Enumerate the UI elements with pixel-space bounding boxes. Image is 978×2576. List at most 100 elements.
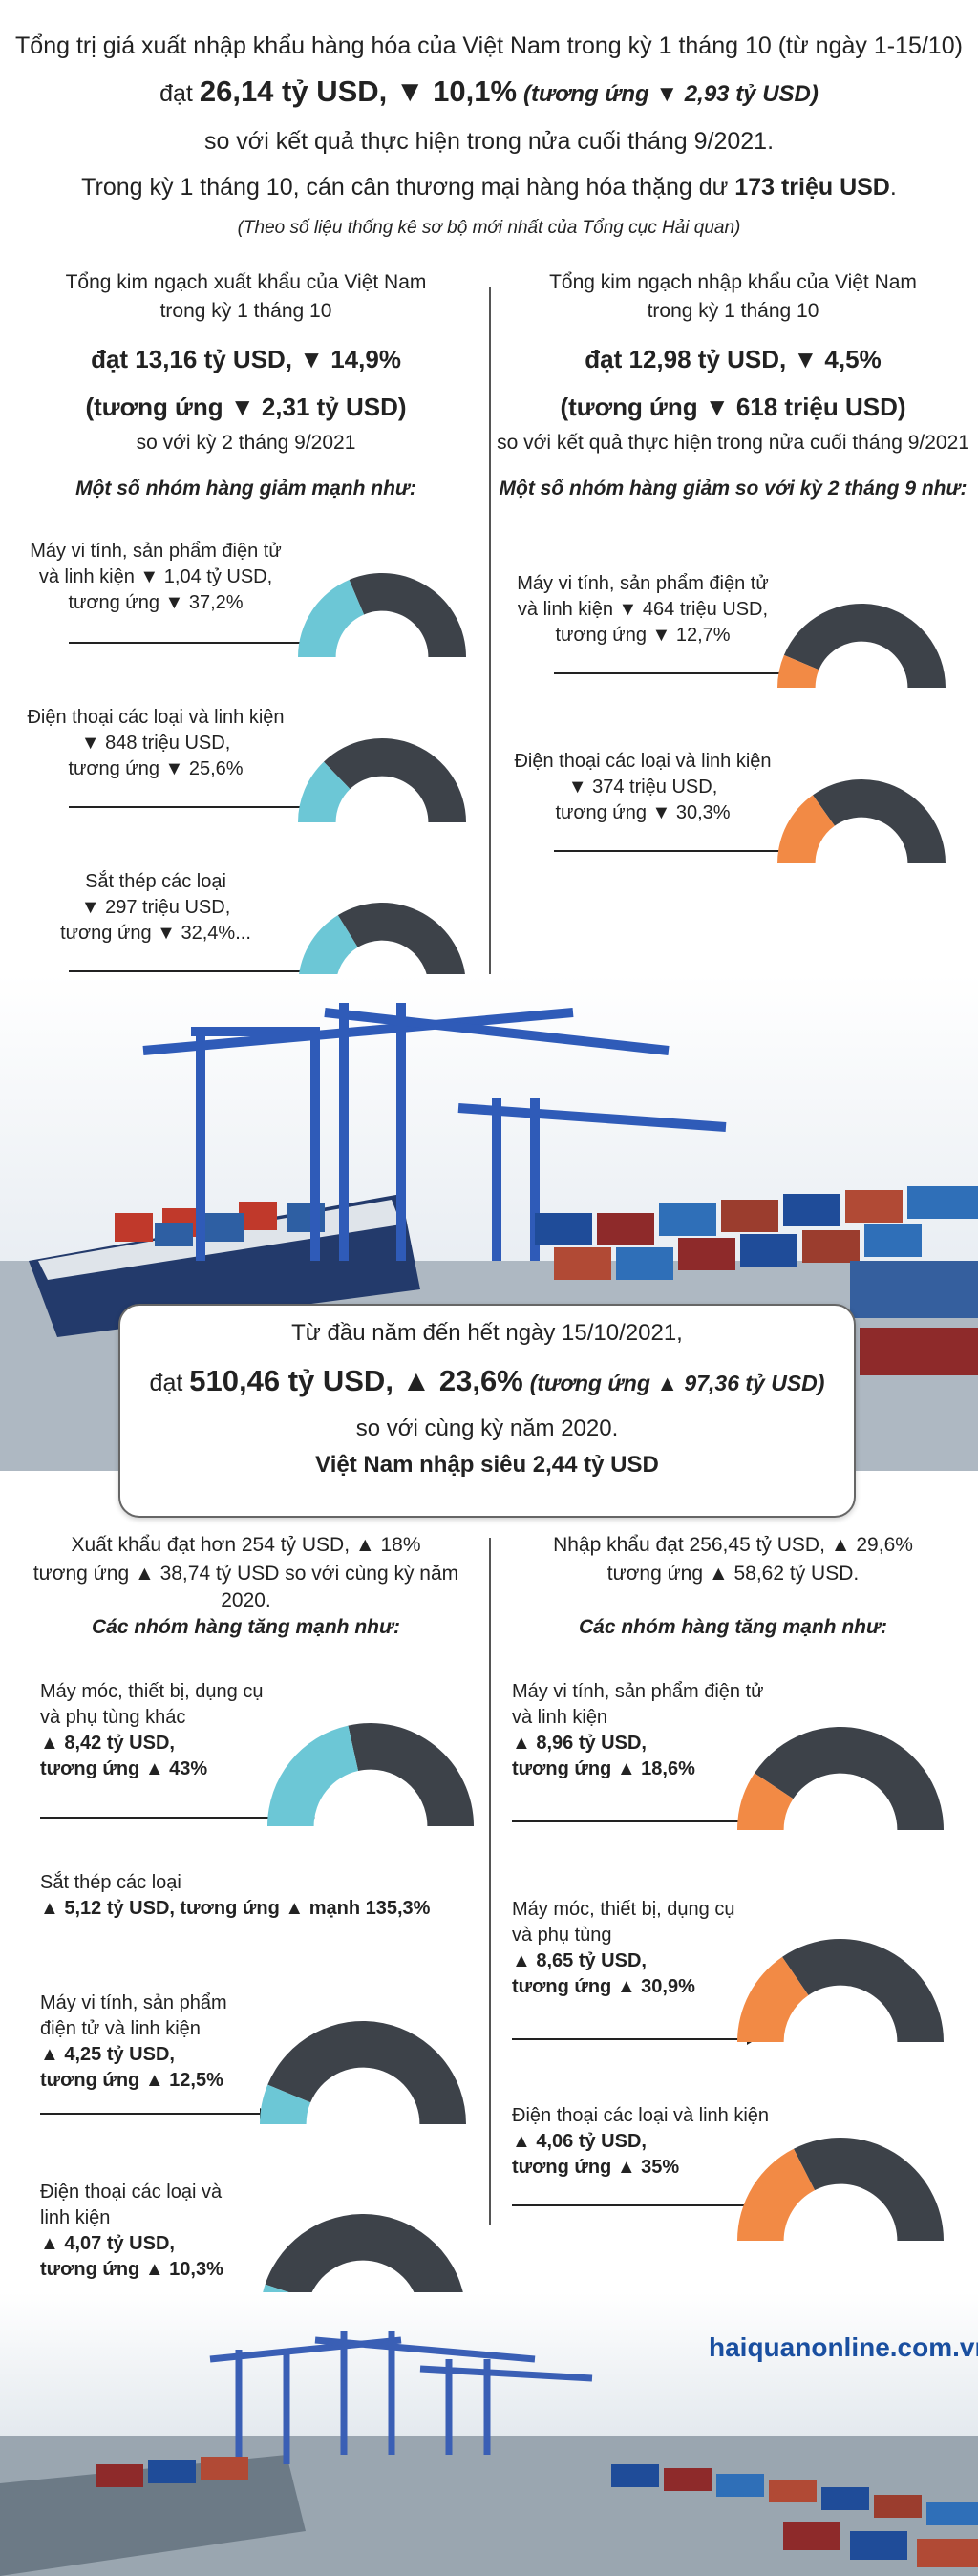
footer-port-illustration bbox=[0, 2292, 978, 2576]
gauge-value-segment bbox=[298, 915, 358, 987]
ytd-line3: so với cùng kỳ năm 2020. bbox=[355, 1416, 619, 1441]
header-line1: Tổng trị giá xuất nhập khẩu hàng hóa của… bbox=[15, 32, 963, 59]
footer-port-photo bbox=[0, 2292, 978, 2576]
gauge-export-ytd-2 bbox=[260, 2021, 466, 2124]
import-period-compare: so với kết quả thực hiện trong nửa cuối … bbox=[497, 432, 969, 454]
gauge-value-segment bbox=[267, 1725, 359, 1826]
item-line: Điện thoại các loại và linh kiện bbox=[514, 751, 772, 772]
item-line: Máy móc, thiết bị, dụng cụ bbox=[512, 1899, 735, 1920]
gauge-value-segment bbox=[298, 761, 351, 822]
export-ytd-item-3: Máy vi tính, sản phẩm điện tử và linh ki… bbox=[40, 1991, 308, 2094]
import-period-title2: trong kỳ 1 tháng 10 bbox=[647, 300, 819, 322]
ytd-line2: đạt 510,46 tỷ USD, ▲ 23,6% (tương ứng ▲ … bbox=[118, 1364, 856, 1398]
item-line: ▲ 4,06 tỷ USD, bbox=[512, 2131, 647, 2152]
ytd-line2-prefix: đạt bbox=[149, 1370, 183, 1396]
item-line: tương ứng ▲ 30,9% bbox=[512, 1976, 695, 1997]
gauge-remainder bbox=[782, 1939, 944, 2042]
item-line: tương ứng ▼ 25,6% bbox=[68, 758, 244, 779]
item-line: ▲ 5,12 tỷ USD, tương ứng ▲ mạnh 135,3% bbox=[40, 1898, 431, 1919]
header-line4-prefix: Trong kỳ 1 tháng 10, cán cân thương mại … bbox=[81, 174, 729, 201]
leader-line bbox=[554, 672, 791, 674]
item-line: ▼ 848 triệu USD, bbox=[80, 733, 231, 754]
gauge-remainder bbox=[323, 738, 466, 822]
export-ytd-title2: tương ứng ▲ 38,74 tỷ USD so với cùng kỳ … bbox=[32, 1563, 459, 1611]
export-ytd-subheading: Các nhóm hàng tăng mạnh như: bbox=[92, 1616, 400, 1638]
import-ytd-item-3: Điện thoại các loại và linh kiện ▲ 4,06 … bbox=[512, 2103, 798, 2181]
item-line: và linh kiện ▼ 464 triệu USD, bbox=[517, 599, 769, 620]
gauge-remainder bbox=[337, 903, 466, 987]
item-line: và linh kiện ▼ 1,04 tỷ USD, bbox=[38, 566, 273, 587]
item-line: tương ứng ▲ 10,3% bbox=[40, 2259, 223, 2280]
gauge-export-period-1 bbox=[298, 573, 466, 657]
item-line: Máy vi tính, sản phẩm điện tử bbox=[30, 541, 282, 562]
gauge-export-period-3 bbox=[298, 903, 466, 987]
header-line2-italic: (tương ứng ▼ 2,93 tỷ USD) bbox=[523, 81, 819, 107]
import-ytd-title2: tương ứng ▲ 58,62 tỷ USD. bbox=[606, 1563, 860, 1585]
item-line: ▲ 8,65 tỷ USD, bbox=[512, 1950, 647, 1971]
item-line: Sắt thép các loại bbox=[85, 871, 226, 892]
import-period-item-2: Điện thoại các loại và linh kiện ▼ 374 t… bbox=[504, 749, 781, 826]
item-line: ▼ 297 triệu USD, bbox=[80, 897, 231, 918]
import-ytd-item-1: Máy vi tính, sản phẩm điện tử và linh ki… bbox=[512, 1679, 779, 1782]
import-period-value: đạt 12,98 tỷ USD, ▼ 4,5% bbox=[585, 345, 882, 373]
import-period-title1: Tổng kim ngạch nhập khẩu của Việt Nam bbox=[549, 271, 917, 293]
export-period-subheading: Một số nhóm hàng giảm mạnh như: bbox=[75, 478, 416, 500]
gauge-value-segment bbox=[777, 654, 819, 688]
header-line2: đạt 26,14 tỷ USD, ▼ 10,1% (tương ứng ▼ 2… bbox=[0, 75, 978, 112]
import-ytd-title1: Nhập khẩu đạt 256,45 tỷ USD, ▲ 29,6% bbox=[553, 1534, 913, 1556]
header-line4: Trong kỳ 1 tháng 10, cán cân thương mại … bbox=[0, 170, 978, 204]
item-line: Máy vi tính, sản phẩm bbox=[40, 1992, 227, 2013]
item-line: và phụ tùng khác bbox=[40, 1707, 186, 1728]
item-line: Điện thoại các loại và bbox=[40, 2182, 223, 2203]
item-line: tương ứng ▼ 32,4%... bbox=[60, 923, 251, 944]
gauge-value-segment bbox=[298, 580, 365, 657]
gauge-remainder bbox=[349, 573, 466, 657]
export-ytd-item-2: Sắt thép các loại ▲ 5,12 tỷ USD, tương ứ… bbox=[40, 1870, 479, 1922]
item-line: ▲ 8,42 tỷ USD, bbox=[40, 1733, 175, 1754]
gauge-import-ytd-2 bbox=[737, 1939, 944, 2042]
export-period-title2: trong kỳ 1 tháng 10 bbox=[159, 300, 332, 322]
item-line: Máy vi tính, sản phẩm điện tử bbox=[517, 573, 769, 594]
item-line: tương ứng ▲ 35% bbox=[512, 2157, 680, 2178]
item-line: tương ứng ▼ 37,2% bbox=[68, 592, 244, 613]
export-period-item-2: Điện thoại các loại và linh kiện ▼ 848 t… bbox=[17, 705, 294, 782]
gauge-value-segment bbox=[737, 1773, 794, 1830]
leader-line bbox=[69, 806, 306, 808]
gauge-value-segment bbox=[737, 1956, 809, 2042]
item-line: Máy móc, thiết bị, dụng cụ bbox=[40, 1681, 264, 1702]
export-period-change: (tương ứng ▼ 2,31 tỷ USD) bbox=[85, 393, 407, 421]
export-ytd-item-1: Máy móc, thiết bị, dụng cụ và phụ tùng k… bbox=[40, 1679, 308, 1782]
item-line: tương ứng ▲ 43% bbox=[40, 1758, 208, 1779]
item-line: và linh kiện bbox=[512, 1707, 608, 1728]
item-line: Sắt thép các loại bbox=[40, 1872, 181, 1893]
gauge-remainder bbox=[267, 2021, 466, 2124]
leader-line bbox=[512, 1820, 749, 1822]
item-line: linh kiện bbox=[40, 2207, 111, 2228]
item-line: ▲ 8,96 tỷ USD, bbox=[512, 1733, 647, 1754]
export-period-item-1: Máy vi tính, sản phẩm điện tử và linh ki… bbox=[17, 539, 294, 616]
gauge-value-segment bbox=[777, 795, 835, 863]
header-note: (Theo số liệu thống kê sơ bộ mới nhất củ… bbox=[237, 218, 741, 238]
gauge-remainder bbox=[348, 1723, 474, 1826]
gauge-import-ytd-3 bbox=[737, 2138, 944, 2241]
item-line: Điện thoại các loại và linh kiện bbox=[27, 707, 285, 728]
gauge-import-ytd-1 bbox=[737, 1727, 944, 1830]
item-line: ▼ 374 triệu USD, bbox=[567, 777, 718, 798]
import-period-subheading: Một số nhóm hàng giảm so với kỳ 2 tháng … bbox=[499, 478, 967, 500]
export-period-value: đạt 13,16 tỷ USD, ▼ 14,9% bbox=[91, 345, 401, 373]
section2-divider bbox=[489, 1538, 491, 2225]
item-line: tương ứng ▼ 12,7% bbox=[555, 625, 731, 646]
ytd-line2-italic: (tương ứng ▲ 97,36 tỷ USD) bbox=[529, 1371, 825, 1395]
gauge-remainder bbox=[812, 779, 946, 863]
leader-line bbox=[69, 642, 306, 644]
export-period-item-3: Sắt thép các loại ▼ 297 triệu USD, tương… bbox=[17, 869, 294, 947]
gauge-value-segment bbox=[260, 2084, 311, 2124]
ytd-line2-value: 510,46 tỷ USD, ▲ 23,6% bbox=[189, 1364, 523, 1397]
site-credit: haiquanonline.com.vn bbox=[709, 2332, 978, 2362]
ytd-line4: Việt Nam nhập siêu 2,44 tỷ USD bbox=[315, 1452, 659, 1478]
header-line4-value: 173 triệu USD bbox=[734, 174, 890, 201]
gauge-remainder bbox=[783, 604, 946, 688]
import-ytd-item-2: Máy móc, thiết bị, dụng cụ và phụ tùng ▲… bbox=[512, 1897, 779, 2000]
item-line: Điện thoại các loại và linh kiện bbox=[512, 2105, 770, 2126]
item-line: điện tử và linh kiện bbox=[40, 2018, 201, 2039]
